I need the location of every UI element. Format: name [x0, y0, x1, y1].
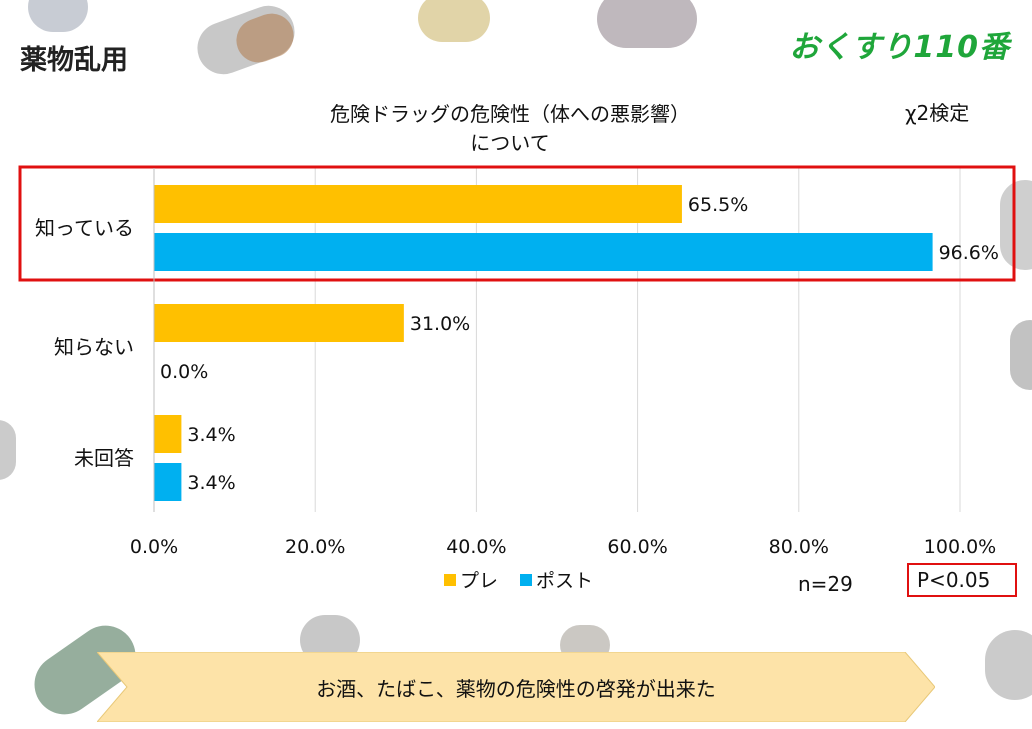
x-tick-label: 40.0%	[446, 536, 506, 558]
decor-capsule	[0, 420, 16, 480]
chart-title-line-2: について	[470, 131, 550, 155]
category-label: 知らない	[54, 335, 134, 359]
x-tick-label: 100.0%	[924, 536, 996, 558]
legend-swatch-post	[520, 573, 533, 586]
chart-legend: プレ ポスト	[444, 566, 593, 593]
decor-capsule	[28, 0, 88, 32]
conclusion-banner	[97, 652, 935, 722]
bar-value-label: 3.4%	[187, 472, 235, 494]
page-title: 薬物乱用	[20, 45, 128, 76]
decor-capsule	[597, 0, 697, 48]
sample-size-label: n=29	[798, 572, 853, 596]
p-value-label: P<0.05	[917, 568, 991, 592]
x-tick-label: 80.0%	[769, 536, 829, 558]
bar-value-label: 3.4%	[187, 424, 235, 446]
legend-swatch-pre	[444, 573, 456, 586]
bar-value-label: 31.0%	[410, 313, 470, 335]
decor-capsule	[985, 630, 1032, 700]
highlight-box	[18, 165, 1016, 282]
p-value-box: P<0.05	[907, 563, 1017, 597]
legend-item-post: ポスト	[520, 566, 593, 593]
x-tick-label: 20.0%	[285, 536, 345, 558]
bar	[154, 185, 682, 223]
decor-capsule	[1000, 180, 1032, 270]
chart-title: 危険ドラッグの危険性（体への悪影響） について	[270, 100, 750, 158]
decor-capsule	[418, 0, 490, 42]
bar	[154, 304, 404, 342]
legend-label-pre: プレ	[460, 570, 499, 592]
bar-value-label: 0.0%	[160, 361, 208, 383]
conclusion-text: お酒、たばこ、薬物の危険性の啓発が出来た	[316, 676, 716, 701]
legend-label-post: ポスト	[536, 570, 594, 592]
bar	[154, 415, 182, 453]
logo: おくすり110番	[789, 30, 1010, 65]
decor-capsule	[1010, 320, 1032, 390]
bar	[154, 463, 182, 501]
category-label: 知っている	[35, 216, 134, 240]
x-tick-label: 60.0%	[607, 536, 667, 558]
x-tick-label: 0.0%	[130, 536, 178, 558]
test-method-label: χ2検定	[905, 101, 970, 125]
bar-value-label: 65.5%	[688, 194, 748, 216]
legend-item-pre: プレ	[444, 566, 498, 593]
bar-value-label: 96.6%	[939, 242, 999, 264]
category-label: 未回答	[74, 446, 134, 470]
chart-title-line-1: 危険ドラッグの危険性（体への悪影響）	[330, 102, 690, 126]
bar	[154, 233, 933, 271]
